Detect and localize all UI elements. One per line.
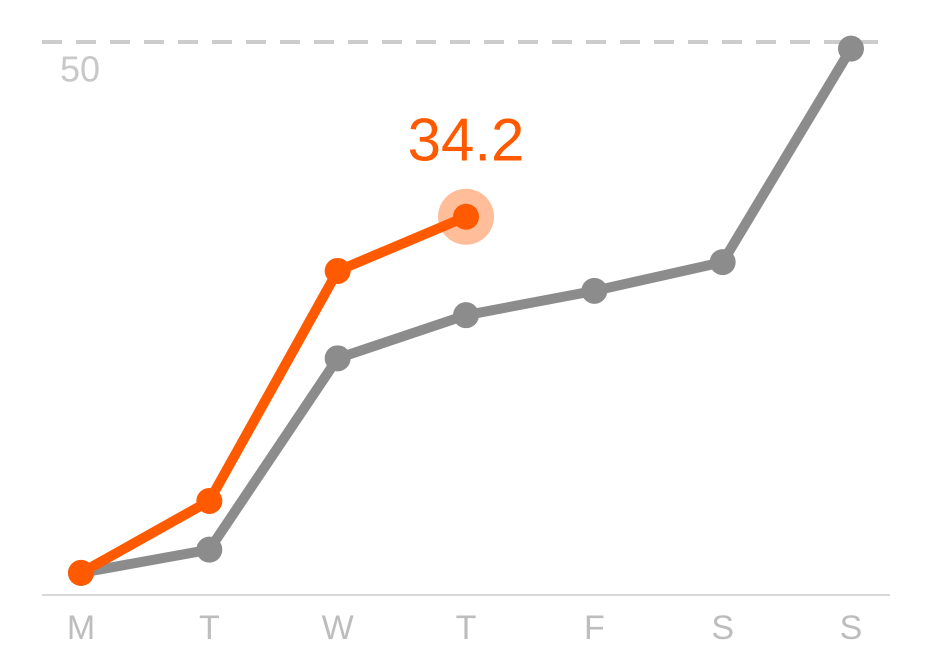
x-tick-label: F xyxy=(584,609,605,647)
point xyxy=(196,536,223,563)
x-tick-label: T xyxy=(456,609,477,647)
point xyxy=(453,203,479,230)
point xyxy=(838,35,864,62)
value-label: 34.2 xyxy=(408,107,525,174)
point xyxy=(324,345,351,372)
x-tick-label: M xyxy=(67,609,95,647)
point xyxy=(324,257,351,284)
point xyxy=(196,487,223,514)
point xyxy=(453,302,479,329)
x-tick-label: T xyxy=(199,609,220,647)
x-tick-label: S xyxy=(711,609,734,647)
x-tick-label: S xyxy=(840,609,863,647)
y-tick-label: 50 xyxy=(60,49,100,90)
point xyxy=(68,559,94,586)
x-tick-label: W xyxy=(322,609,354,647)
point xyxy=(581,277,608,304)
point xyxy=(709,249,736,276)
series-line xyxy=(78,212,468,578)
